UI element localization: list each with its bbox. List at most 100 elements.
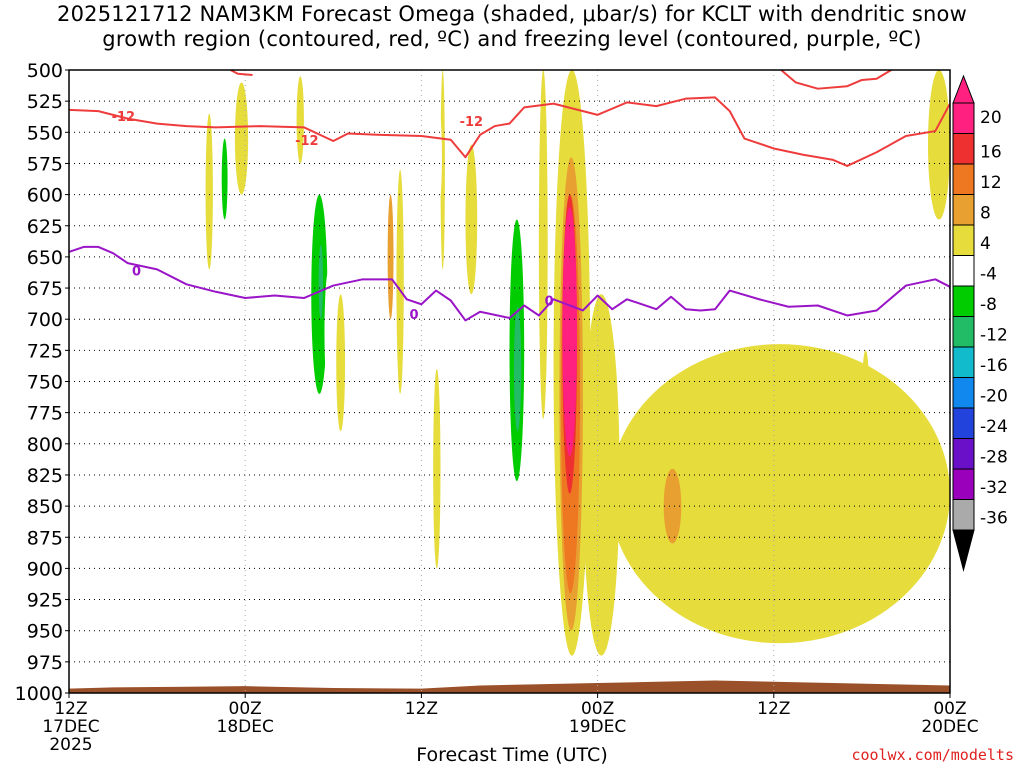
colorbar-segment-13 — [952, 499, 975, 531]
y-axis-ticks: 500 525 550 575 600 625 650 675 700 725 750 775 800 8… — [15, 60, 69, 705]
omega-region-20 — [440, 70, 445, 270]
y-tick-label-1000: 1000 — [15, 683, 63, 705]
omega-region-0 — [133, 144, 140, 251]
colorbar-segment-2 — [952, 163, 975, 195]
colorbar-segment-11 — [952, 438, 975, 470]
colorbar-label-2: 12 — [980, 173, 1002, 193]
colorbar-label-3: 8 — [980, 204, 991, 224]
colorbar-segment-8 — [952, 346, 975, 378]
contour-line-1 — [230, 70, 253, 76]
omega-region-17 — [396, 169, 404, 394]
x-tick-label-0-2: 2025 — [49, 735, 92, 755]
y-tick-label-750: 750 — [27, 372, 63, 394]
contour-line-3 — [69, 245, 950, 322]
y-tick-label-650: 650 — [27, 247, 63, 269]
colorbar-label-7: -12 — [980, 326, 1008, 346]
contour-label-3-0: 0 — [132, 265, 141, 280]
chart-title: 2025121712 NAM3KM Forecast Omega (shaded… — [0, 2, 1024, 52]
y-tick-label-600: 600 — [27, 185, 63, 207]
contour-label-3-1: 0 — [410, 308, 419, 323]
omega-region-6 — [296, 76, 304, 164]
y-tick-label-675: 675 — [27, 278, 63, 300]
contour-line-2 — [780, 70, 892, 90]
omega-region-18 — [387, 194, 394, 320]
omega-region-3 — [221, 138, 228, 220]
x-tick-label-12-1: 18DEC — [217, 717, 274, 737]
x-tick-label-36-0: 00Z — [581, 699, 614, 719]
temperature-contours: -12 -12 -12 0 0 0 — [69, 70, 950, 323]
omega-region-33 — [609, 344, 950, 644]
x-tick-label-24-0: 12Z — [405, 699, 438, 719]
colorbar-label-4: 4 — [980, 234, 991, 254]
terrain-fill — [69, 680, 950, 693]
colorbar-bottom-arrow — [952, 529, 975, 572]
y-tick-label-550: 550 — [27, 122, 63, 144]
x-axis-label: Forecast Time (UTC) — [416, 744, 608, 766]
colorbar-segment-5 — [952, 255, 975, 287]
colorbar-segment-6 — [952, 285, 975, 317]
omega-region-11 — [324, 269, 334, 394]
grid-lines — [69, 70, 950, 693]
colorbar-segment-7 — [952, 316, 975, 348]
colorbar-label-13: -36 — [980, 509, 1008, 529]
y-tick-label-525: 525 — [27, 91, 63, 113]
omega-region-35 — [861, 350, 870, 444]
omega-region-26 — [538, 70, 548, 419]
colorbar-label-6: -8 — [980, 295, 997, 315]
colorbar: 20 16 12 8 4 -4 -8 -12 -16 -20 -24 -28 -32 -36 — [952, 74, 1008, 572]
colorbar-segment-10 — [952, 407, 975, 439]
y-tick-label-575: 575 — [27, 153, 63, 175]
y-tick-label-950: 950 — [27, 621, 63, 643]
omega-region-21 — [434, 107, 442, 208]
x-tick-label-12-0: 00Z — [229, 699, 262, 719]
x-tick-label-0-1: 17DEC — [42, 717, 99, 737]
x-tick-label-60-0: 00Z — [933, 699, 966, 719]
y-tick-label-500: 500 — [27, 60, 63, 82]
omega-region-32 — [582, 294, 620, 656]
y-tick-label-700: 700 — [27, 309, 63, 331]
omega-region-19 — [433, 369, 441, 569]
colorbar-label-1: 16 — [980, 143, 1002, 163]
contour-label-0-1: -12 — [295, 134, 319, 149]
x-tick-label-36-1: 19DEC — [569, 717, 626, 737]
omega-region-25 — [513, 306, 522, 432]
y-tick-label-975: 975 — [27, 652, 63, 674]
colorbar-label-9: -20 — [980, 387, 1008, 407]
y-tick-label-900: 900 — [27, 558, 63, 580]
y-tick-label-625: 625 — [27, 216, 63, 238]
y-tick-label-800: 800 — [27, 434, 63, 456]
y-tick-label-725: 725 — [27, 340, 63, 362]
omega-region-9 — [318, 244, 324, 320]
y-tick-label-825: 825 — [27, 465, 63, 487]
x-tick-label-48-0: 12Z — [757, 699, 790, 719]
omega-region-34 — [663, 468, 682, 544]
contour-label-3-2: 0 — [545, 295, 554, 310]
chart-title-line2: growth region (contoured, red, ºC) and f… — [102, 27, 922, 51]
omega-region-16 — [374, 369, 422, 669]
omega-region-5 — [234, 82, 249, 195]
omega-region-1 — [205, 113, 213, 270]
contour-label-0-2: -12 — [460, 115, 484, 130]
x-tick-label-60-1: 20DEC — [921, 717, 978, 737]
chart-title-line1: 2025121712 NAM3KM Forecast Omega (shaded… — [57, 2, 967, 26]
colorbar-label-10: -24 — [980, 417, 1008, 437]
credit-text: coolwx.com/modelts — [851, 746, 1014, 764]
omega-region-36 — [927, 70, 950, 220]
x-tick-label-0-0: 12Z — [54, 699, 87, 719]
colorbar-segment-3 — [952, 194, 975, 226]
omega-region-31 — [562, 207, 578, 457]
y-tick-label-775: 775 — [27, 403, 63, 425]
y-tick-label-875: 875 — [27, 527, 63, 549]
colorbar-label-8: -16 — [980, 356, 1008, 376]
contour-label-0-0: -12 — [112, 110, 136, 125]
colorbar-label-11: -28 — [980, 448, 1008, 468]
colorbar-label-12: -32 — [980, 478, 1008, 498]
omega-region-22 — [465, 144, 478, 295]
colorbar-label-0: 20 — [980, 108, 1002, 128]
y-tick-label-925: 925 — [27, 590, 63, 612]
colorbar-segment-12 — [952, 468, 975, 500]
colorbar-segment-4 — [952, 224, 975, 256]
colorbar-segment-1 — [952, 133, 975, 165]
